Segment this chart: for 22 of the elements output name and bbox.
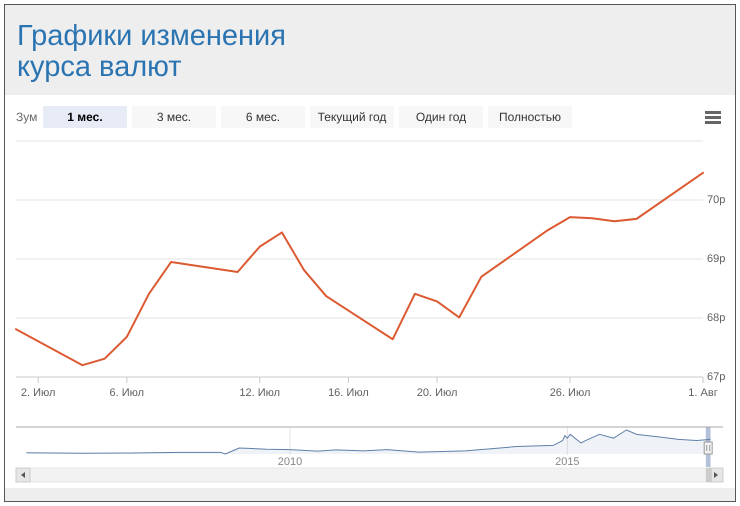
y-tick-label: 69р bbox=[707, 253, 726, 265]
x-tick-label: 20. Июл bbox=[416, 387, 458, 399]
x-tick-label: 2015 bbox=[555, 456, 580, 468]
x-tick-label: 1. Авг bbox=[688, 387, 718, 399]
text: Зум bbox=[16, 110, 38, 124]
range-button: 6 мес. bbox=[221, 106, 305, 128]
x-tick-label: 26. Июл bbox=[550, 387, 590, 399]
range-button: Текущий год bbox=[310, 106, 394, 128]
x-tick-label: 6. Июл bbox=[110, 387, 144, 399]
x-tick-label: 2010 bbox=[278, 456, 302, 468]
x-tick-label: 2. Июл bbox=[20, 387, 56, 399]
x-tick-label: 16. Июл bbox=[328, 387, 369, 399]
range-button: Один год bbox=[399, 106, 483, 128]
y-tick-label: 70р bbox=[707, 194, 726, 206]
range-button: Полностью bbox=[488, 106, 572, 128]
range-button: 1 мес. bbox=[43, 106, 127, 128]
y-tick-label: 67р bbox=[707, 371, 726, 383]
line-series bbox=[15, 172, 704, 366]
y-tick-label: 68р bbox=[707, 312, 726, 324]
x-tick-label: 12. Июл bbox=[239, 387, 280, 399]
range-button: 3 мес. bbox=[132, 106, 216, 128]
chart-title: Графики изменения курса валют bbox=[17, 20, 286, 83]
